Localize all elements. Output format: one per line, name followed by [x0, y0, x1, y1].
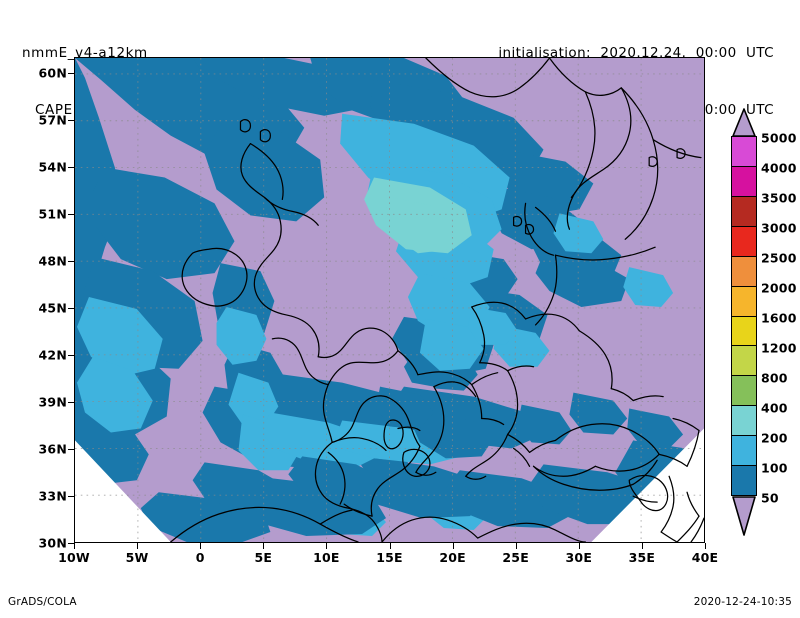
map-frame [74, 57, 705, 543]
colorbar-under-arrow [731, 496, 757, 536]
ylabel-54n: 54N [38, 159, 67, 175]
ylabel-42n: 42N [38, 347, 67, 363]
colorbar-label-3000: 3000 [761, 220, 797, 236]
xlabel-10w: 10W [58, 550, 90, 565]
ylabel-60n: 60N [38, 65, 67, 81]
ylabel-36n: 36N [38, 441, 67, 457]
ytick-51n [68, 214, 74, 215]
xlabel-30e: 30E [565, 550, 593, 565]
xtick-10w [74, 543, 75, 549]
colorbar-band-2000-2500 [732, 286, 756, 317]
colorbar-band-400-800 [732, 406, 756, 437]
colorbar-label-800: 800 [761, 370, 788, 386]
colorbar-band-800-1200 [732, 376, 756, 407]
xlabel-10e: 10E [313, 550, 340, 565]
colorbar-label-2500: 2500 [761, 250, 797, 266]
colorbar-label-1200: 1200 [761, 340, 797, 356]
colorbar-band-1200-1600 [732, 346, 756, 377]
ylabel-45n: 45N [38, 300, 67, 316]
colorbar-band-100-200 [732, 466, 756, 496]
colorbar-label-3500: 3500 [761, 190, 797, 206]
xtick-15e [389, 543, 391, 549]
ytick-33n [68, 496, 74, 497]
footer-producer: GrADS/COLA [8, 596, 77, 608]
colorbar-bands [731, 136, 757, 496]
colorbar-label-2000: 2000 [761, 280, 797, 296]
xlabel-5e: 5E [254, 550, 273, 565]
xtick-10e [326, 543, 328, 549]
colorbar-band-3000-3500 [732, 226, 756, 257]
colorbar-label-1600: 1600 [761, 310, 797, 326]
colorbar-band-1600-2000 [732, 316, 756, 347]
xtick-20e [452, 543, 454, 549]
xtick-35e [641, 543, 643, 549]
colorbar-label-400: 400 [761, 400, 788, 416]
xtick-0 [200, 543, 202, 549]
colorbar-band-2500-3000 [732, 256, 756, 287]
xtick-30e [578, 543, 580, 549]
ytick-42n [68, 355, 74, 356]
colorbar-band-4000-5000 [732, 166, 756, 197]
colorbar-label-50: 50 [761, 490, 779, 506]
xtick-25e [515, 543, 517, 549]
colorbar-label-200: 200 [761, 430, 788, 446]
colorbar-label-5000: 5000 [761, 130, 797, 146]
ytick-39n [68, 402, 74, 403]
ylabel-30n: 30N [38, 535, 67, 551]
colorbar: 5000 4000 3500 3000 2500 2000 1600 1200 … [731, 108, 796, 536]
ylabel-48n: 48N [38, 253, 67, 269]
xtick-5w [137, 543, 139, 549]
colorbar-band-200-400 [732, 436, 756, 467]
xlabel-20e: 20E [439, 550, 466, 565]
colorbar-over-arrow [731, 108, 757, 137]
ytick-36n [68, 449, 74, 450]
xlabel-5w: 5W [125, 550, 149, 565]
ylabel-33n: 33N [38, 488, 67, 504]
ylabel-39n: 39N [38, 394, 67, 410]
xlabel-0: 0 [195, 550, 205, 565]
ytick-48n [68, 261, 74, 262]
ylabel-51n: 51N [38, 206, 67, 222]
cape-field-map [75, 58, 704, 542]
ylabel-57n: 57N [38, 112, 67, 128]
xtick-40e [705, 543, 706, 549]
ytick-60n [68, 73, 74, 74]
ytick-30n [68, 543, 74, 544]
ytick-57n [68, 120, 74, 121]
ytick-45n [68, 308, 74, 309]
xlabel-15e: 15E [376, 550, 403, 565]
colorbar-band-5000-plus [732, 137, 756, 167]
colorbar-label-4000: 4000 [761, 160, 797, 176]
colorbar-band-3500-4000 [732, 196, 756, 227]
xlabel-35e: 35E [628, 550, 656, 565]
xlabel-25e: 25E [502, 550, 529, 565]
ytick-54n [68, 167, 74, 168]
colorbar-label-100: 100 [761, 460, 788, 476]
xlabel-40e: 40E [691, 550, 719, 565]
map-plot-area: 30N 33N 36N 39N 42N 45N 48N 51N 54N 57N … [39, 57, 718, 565]
xtick-5e [263, 543, 265, 549]
footer-timestamp: 2020-12-24-10:35 [693, 596, 792, 608]
